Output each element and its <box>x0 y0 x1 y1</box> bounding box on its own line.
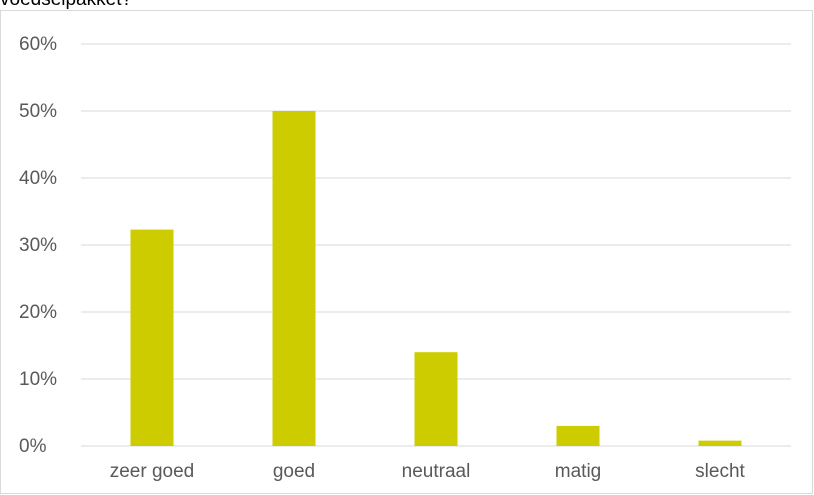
y-tick-label: 40% <box>19 168 57 189</box>
x-tick-label: zeer goed <box>110 461 195 482</box>
bar-neutraal <box>414 352 458 446</box>
y-tick-label: 30% <box>19 235 57 256</box>
y-tick-label: 50% <box>19 101 57 122</box>
x-tick-label: slecht <box>695 461 745 482</box>
bar-matig <box>556 425 600 446</box>
bars <box>130 111 742 446</box>
chart-frame: 0% 10% 20% 30% 40% 50% 60% zeer goed goed neutraa… <box>0 10 813 494</box>
bar-chart: 0% 10% 20% 30% 40% 50% 60% zeer goed goed neutraa… <box>19 34 791 482</box>
chart-title-clipped: voedselpakket? <box>0 0 132 10</box>
y-tick-label: 0% <box>19 436 47 457</box>
y-tick-label: 20% <box>19 302 57 323</box>
tick-labels: 0% 10% 20% 30% 40% 50% 60% zeer goed goed neutraa… <box>19 34 746 482</box>
y-tick-label: 60% <box>19 34 57 55</box>
bar-goed <box>272 111 316 446</box>
x-tick-label: goed <box>273 461 315 482</box>
bar-slecht <box>698 440 742 446</box>
bar-zeer-goed <box>130 229 174 446</box>
gridlines <box>81 43 791 380</box>
x-tick-label: neutraal <box>402 461 471 482</box>
y-tick-label: 10% <box>19 369 57 390</box>
x-tick-label: matig <box>555 461 601 482</box>
